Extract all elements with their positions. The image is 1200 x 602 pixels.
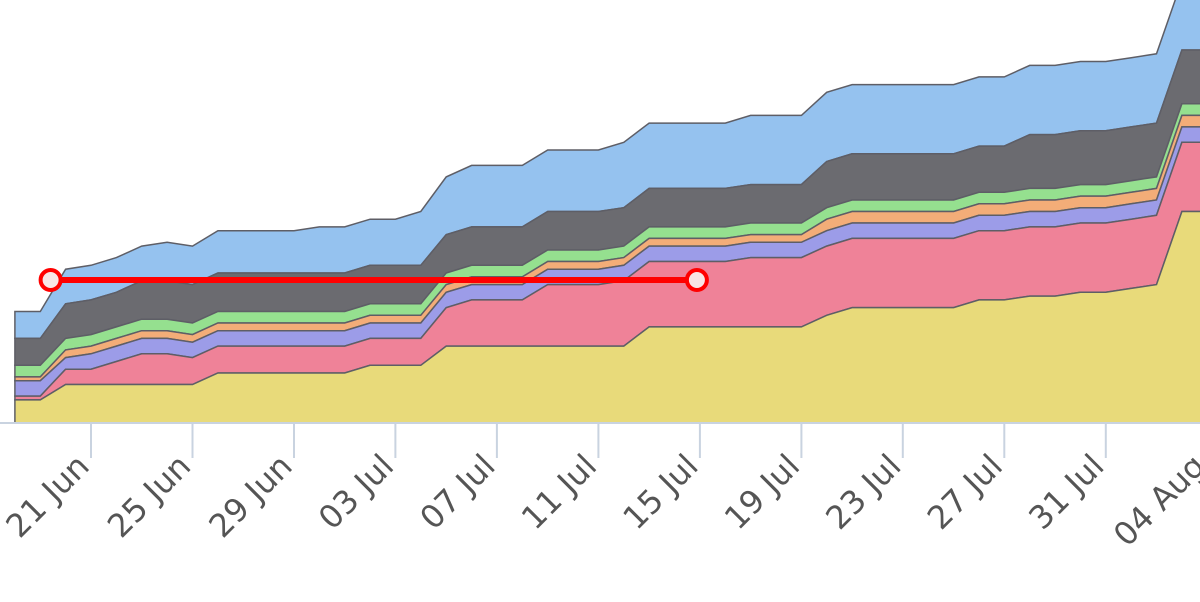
x-tick-label: 29 Jun <box>201 447 299 545</box>
x-tick-label: 19 Jul <box>717 447 807 537</box>
x-tick-label: 31 Jul <box>1021 447 1111 537</box>
x-tick-label: 23 Jul <box>818 447 908 537</box>
x-axis-ticks: 21 Jun 25 Jun 29 Jun 03 Jul 07 Jul 11 Jul 15 J… <box>0 423 1200 554</box>
x-tick-label: 21 Jun <box>0 447 97 545</box>
area-series-group <box>14 0 1200 424</box>
x-tick-label: 07 Jul <box>412 447 502 537</box>
annotation-end-point <box>684 268 709 292</box>
x-tick-label: 04 Aug <box>1106 447 1200 554</box>
annotation-start-point <box>38 268 63 292</box>
x-tick-label: 03 Jul <box>311 447 401 537</box>
annotation-group <box>38 268 709 292</box>
x-tick-label: 15 Jul <box>615 447 705 537</box>
x-tick-label: 11 Jul <box>514 447 604 537</box>
x-tick-label: 25 Jun <box>100 447 198 545</box>
x-tick-label: 27 Jul <box>920 447 1010 537</box>
